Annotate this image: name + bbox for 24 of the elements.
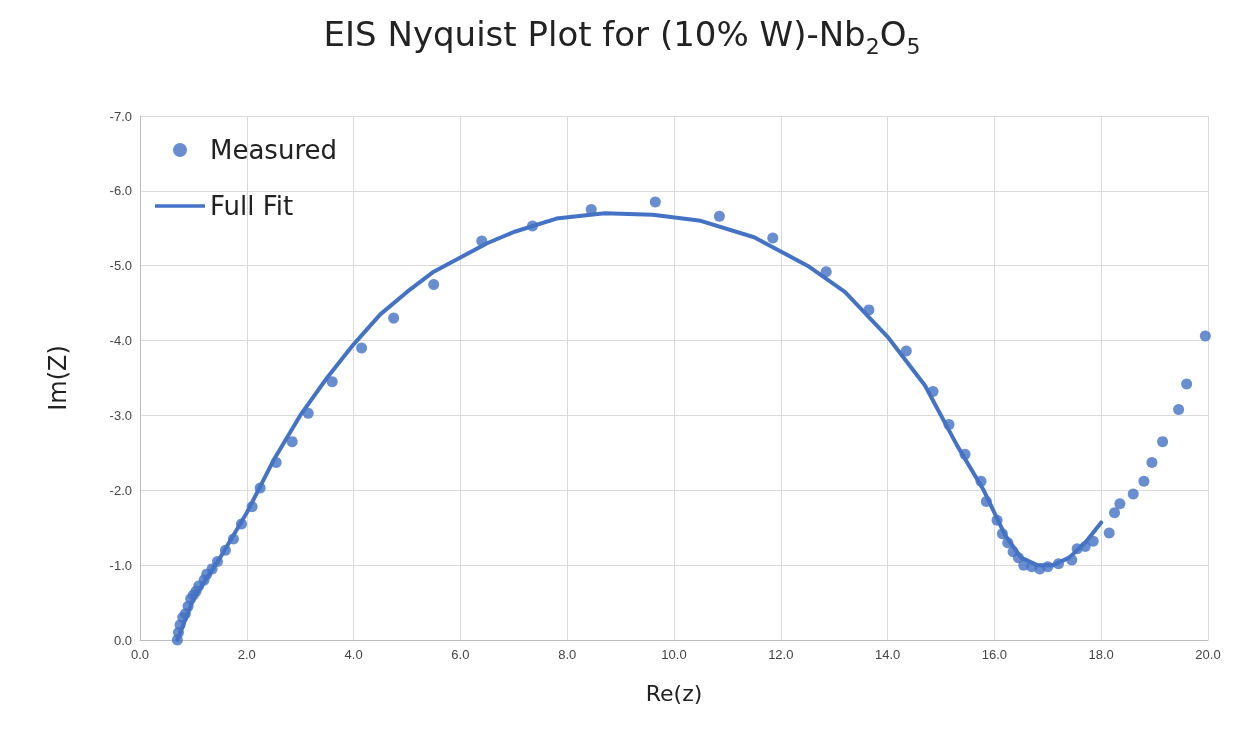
x-tick-label: 14.0 — [874, 647, 901, 662]
x-tick-label: 8.0 — [558, 647, 577, 662]
x-tick-label: 10.0 — [661, 647, 687, 662]
legend-label: Full Fit — [210, 191, 294, 221]
y-tick-label: -3.0 — [109, 407, 132, 423]
y-tick-label: -6.0 — [109, 183, 132, 199]
chart-title: EIS Nyquist Plot for (10% W)-Nb$_{2}$O$_{5}$ — [322, 14, 922, 59]
y-tick-label: -1.0 — [109, 557, 132, 573]
y-tick-label: 0.0 — [113, 632, 132, 648]
legend-label: Measured — [210, 135, 338, 165]
x-tick-label: 2.0 — [237, 647, 256, 662]
x-axis-title: Re(z) — [645, 680, 703, 706]
x-tick-label: 0.0 — [130, 647, 150, 662]
x-tick-label: 6.0 — [451, 647, 470, 662]
x-tick-label: 18.0 — [1088, 647, 1114, 662]
y-tick-label: -4.0 — [109, 333, 132, 349]
x-tick-label: 20.0 — [1195, 647, 1221, 662]
y-axis-title: Im(Z) — [44, 345, 72, 411]
x-tick-label: 4.0 — [344, 647, 363, 662]
x-tick-label: 16.0 — [981, 647, 1008, 662]
y-tick-label: -7.0 — [109, 108, 132, 124]
y-tick-label: -2.0 — [109, 482, 132, 498]
y-tick-label: -5.0 — [109, 258, 132, 274]
x-tick-label: 12.0 — [768, 647, 794, 662]
